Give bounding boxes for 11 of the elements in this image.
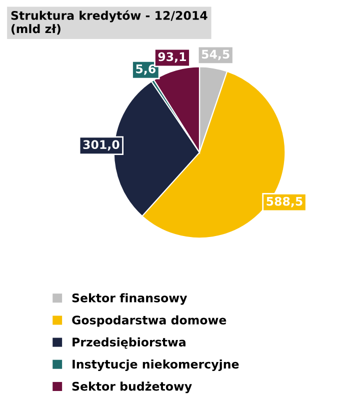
chart-title: Struktura kredytów - 12/2014 (mld zł) <box>11 10 208 35</box>
legend-label: Instytucje niekomercyjne <box>72 359 239 371</box>
legend-label: Gospodarstwa domowe <box>72 315 226 327</box>
legend-label: Przedsiębiorstwa <box>72 337 186 349</box>
data-label: 5,6 <box>136 64 156 75</box>
data-label: 301,0 <box>83 140 120 151</box>
data-label: 588,5 <box>266 196 302 208</box>
data-label: 54,5 <box>202 50 230 60</box>
legend-label: Sektor budżetowy <box>72 382 192 394</box>
legend-label: Sektor finansowy <box>72 293 188 305</box>
data-label: 93,1 <box>158 52 186 63</box>
